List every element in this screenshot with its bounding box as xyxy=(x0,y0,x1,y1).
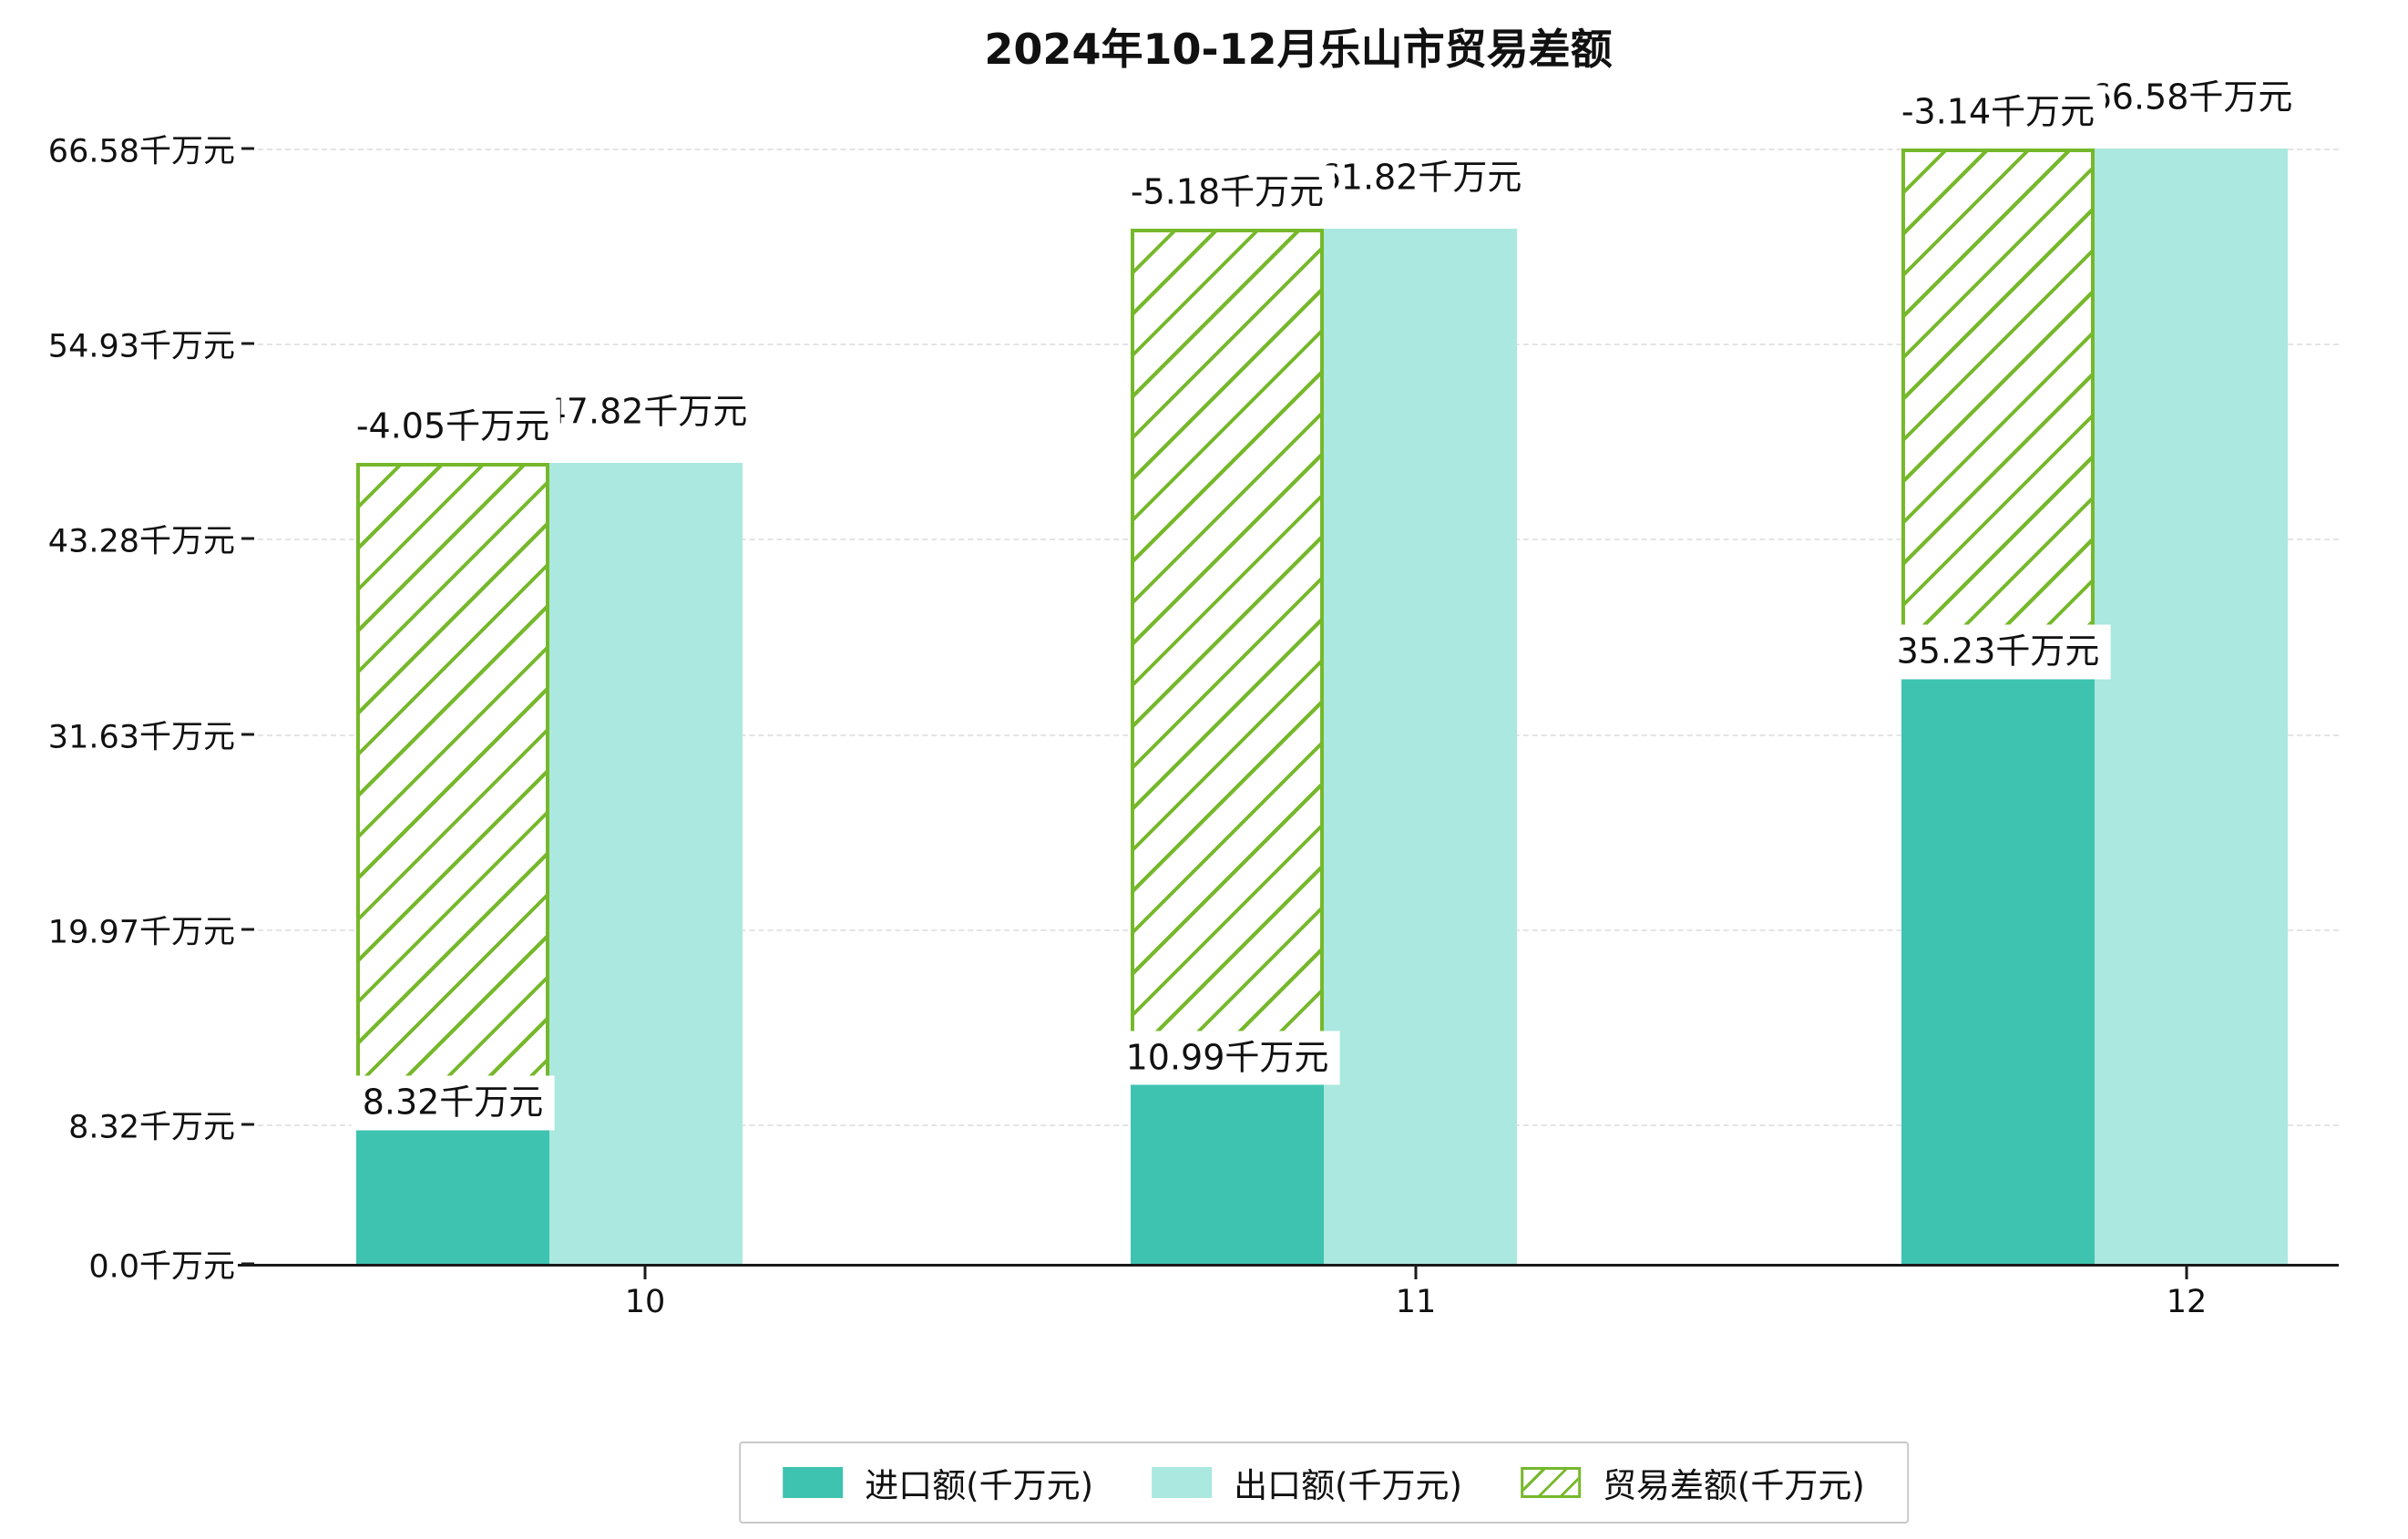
y-tick-label: 8.32千万元 xyxy=(68,1109,235,1146)
y-tick-label: 54.93千万元 xyxy=(47,328,235,365)
trade-balance-bar xyxy=(356,462,549,1125)
x-tick-mark xyxy=(2185,1267,2188,1279)
y-tick-label: 66.58千万元 xyxy=(47,133,235,170)
export-bar xyxy=(1324,228,1517,1264)
y-tick-mark xyxy=(241,1123,254,1126)
import-value-label: 35.23千万元 xyxy=(1885,624,2111,680)
x-tick-mark xyxy=(643,1267,647,1279)
y-gridline xyxy=(258,149,2339,150)
x-axis-line xyxy=(238,1264,2339,1267)
export-swatch-icon xyxy=(1152,1467,1213,1498)
y-tick-mark xyxy=(241,733,254,736)
trade-balance-bar xyxy=(1131,228,1324,1080)
balance-hatched-swatch-icon xyxy=(1520,1467,1581,1498)
export-value-label: 66.58千万元 xyxy=(2078,70,2304,125)
balance-value-label: -3.14千万元 xyxy=(1890,85,2106,139)
x-tick-label: 10 xyxy=(624,1284,666,1320)
x-tick-label: 11 xyxy=(1395,1284,1437,1320)
import-bar xyxy=(1131,1079,1324,1264)
y-tick-label: 19.97千万元 xyxy=(47,914,235,951)
legend-label-balance: 贸易差额(千万元) xyxy=(1602,1466,1865,1505)
legend-label-export: 出口额(千万元) xyxy=(1234,1466,1462,1505)
x-tick-label: 12 xyxy=(2166,1284,2208,1320)
y-tick-label: 31.63千万元 xyxy=(47,719,235,756)
legend-item-export: 出口额(千万元) xyxy=(1152,1458,1462,1507)
import-value-label: 10.99千万元 xyxy=(1114,1031,1340,1085)
import-bar xyxy=(356,1124,549,1264)
legend-item-balance: 贸易差额(千万元) xyxy=(1520,1458,1865,1507)
x-tick-mark xyxy=(1414,1267,1418,1279)
y-tick-mark xyxy=(241,342,254,345)
export-bar xyxy=(549,462,743,1264)
legend-item-import: 进口额(千万元) xyxy=(783,1458,1093,1507)
legend: 进口额(千万元) 出口额(千万元) 贸易差额(千万元) xyxy=(739,1442,1909,1524)
import-value-label: 8.32千万元 xyxy=(351,1075,555,1131)
export-bar xyxy=(2095,149,2288,1264)
export-value-label: 47.82千万元 xyxy=(533,385,759,439)
y-tick-label: 0.0千万元 xyxy=(88,1248,235,1286)
balance-value-label: -5.18千万元 xyxy=(1119,165,1336,220)
balance-value-label: -4.05千万元 xyxy=(344,399,561,454)
trade-balance-bar xyxy=(1901,149,2095,674)
legend-label-import: 进口额(千万元) xyxy=(865,1466,1094,1505)
export-value-label: 61.82千万元 xyxy=(1307,150,1533,205)
y-tick-label: 43.28千万元 xyxy=(47,523,235,560)
import-swatch-icon xyxy=(783,1467,844,1498)
y-tick-mark xyxy=(241,147,254,150)
chart-title: 2024年10-12月乐山市贸易差额 xyxy=(984,25,1613,74)
import-bar xyxy=(1901,673,2095,1264)
y-tick-mark xyxy=(241,928,254,931)
y-tick-mark xyxy=(241,537,254,540)
